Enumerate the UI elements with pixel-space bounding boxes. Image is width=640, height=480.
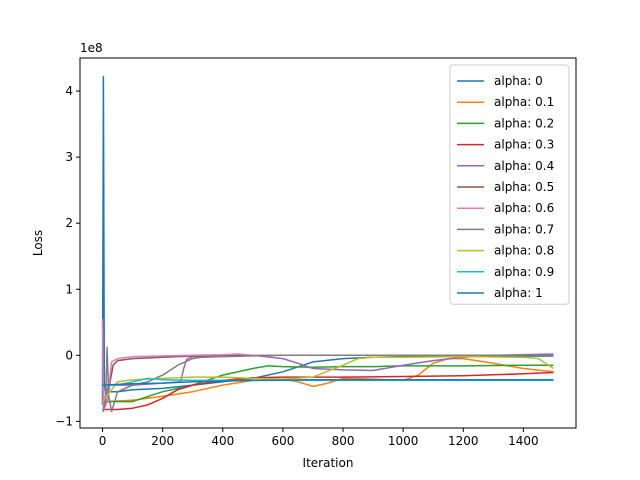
series-line-4 bbox=[101, 353, 554, 406]
legend-label: alpha: 0.6 bbox=[494, 201, 554, 215]
legend-label: alpha: 0.5 bbox=[494, 180, 554, 194]
legend-label: alpha: 1 bbox=[494, 286, 543, 300]
y-axis-label: Loss bbox=[31, 230, 45, 256]
legend-label: alpha: 0.9 bbox=[494, 265, 554, 279]
x-tick-label: 600 bbox=[271, 434, 294, 448]
legend-label: alpha: 0 bbox=[494, 74, 543, 88]
y-tick-label: 4 bbox=[65, 84, 73, 98]
x-tick-label: 0 bbox=[99, 434, 107, 448]
x-tick-label: 200 bbox=[151, 434, 174, 448]
legend-label: alpha: 0.1 bbox=[494, 95, 554, 109]
x-axis-label: Iteration bbox=[303, 456, 354, 470]
plot-frame bbox=[79, 57, 577, 429]
y-tick-label: 2 bbox=[65, 216, 73, 230]
legend: alpha: 0 alpha: 0.1 alpha: 0.2 alpha: 0.3 al… bbox=[449, 64, 570, 305]
legend-label: alpha: 0.2 bbox=[494, 116, 554, 130]
y-tick-label: 1 bbox=[65, 282, 73, 296]
legend-box bbox=[449, 64, 570, 305]
x-tick-label: 1400 bbox=[508, 434, 539, 448]
legend-label: alpha: 0.8 bbox=[494, 244, 554, 258]
x-tick-label: 800 bbox=[332, 434, 355, 448]
series-line-10 bbox=[102, 379, 554, 386]
legend-label: alpha: 0.7 bbox=[494, 222, 554, 236]
series-line-2 bbox=[102, 364, 554, 403]
legend-label: alpha: 0.3 bbox=[494, 138, 554, 152]
y-tick-label: −1 bbox=[55, 414, 73, 428]
y-tick-label: 3 bbox=[65, 150, 73, 164]
series-line-6 bbox=[101, 318, 554, 413]
series-line-7 bbox=[101, 346, 554, 413]
y-tick-label: 0 bbox=[65, 348, 73, 362]
y-offset-label: 1e8 bbox=[80, 41, 103, 55]
x-tick-label: 400 bbox=[211, 434, 234, 448]
x-tick-label: 1200 bbox=[448, 434, 479, 448]
x-tick-label: 1000 bbox=[388, 434, 419, 448]
legend-label: alpha: 0.4 bbox=[494, 159, 554, 173]
